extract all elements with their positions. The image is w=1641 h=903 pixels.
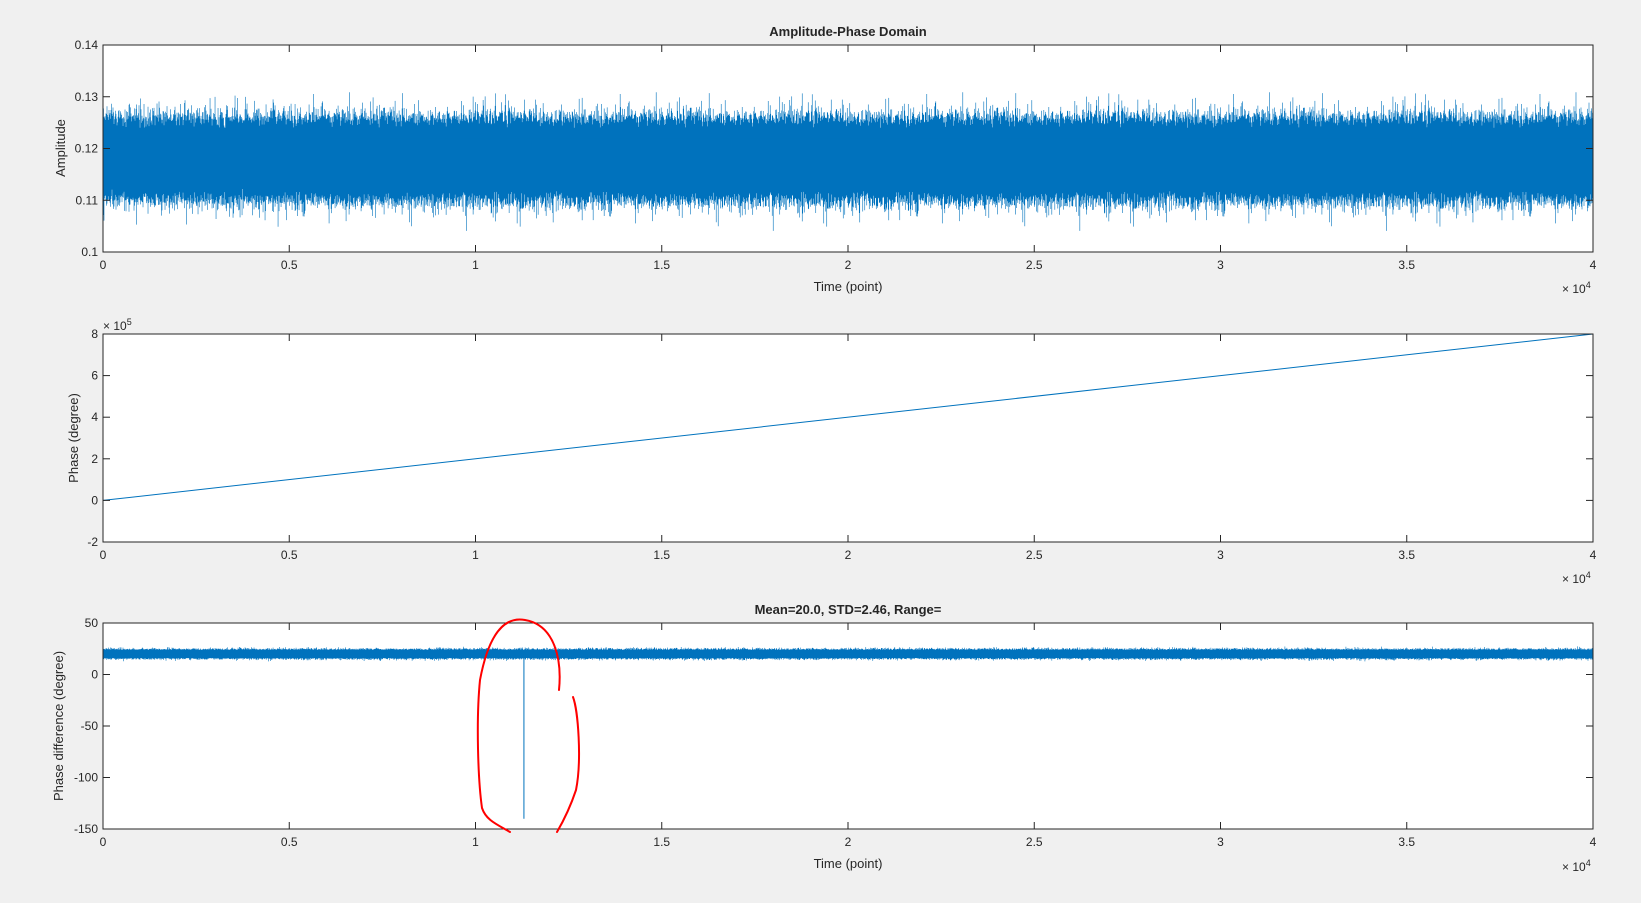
amplitude-y-ticks: 0.1 0.11 0.12 0.13 0.14 <box>75 38 1593 259</box>
y-tick-label: 0 <box>91 668 98 682</box>
amplitude-core-band <box>103 138 1593 185</box>
phase-difference-x-exponent: × 104 <box>1562 858 1591 874</box>
x-tick-label: 0.5 <box>281 548 298 562</box>
x-tick-label: 0 <box>100 258 107 272</box>
phase-difference-x-axis-label: Time (point) <box>814 856 883 871</box>
phase-y-exponent: × 105 <box>103 317 132 333</box>
x-tick-label: 0 <box>100 548 107 562</box>
x-tick-label: 1 <box>472 258 479 272</box>
amplitude-subplot[interactable]: 0 0.5 1 1.5 2 2.5 3 3.5 4 0.1 0.11 0.12 0.13 0.14 Am… <box>53 24 1597 296</box>
y-tick-label: 0.11 <box>76 193 99 207</box>
amplitude-x-ticks: 0 0.5 1 1.5 2 2.5 3 3.5 4 <box>100 45 1597 272</box>
phase-difference-title: Mean=20.0, STD=2.46, Range= <box>755 602 942 617</box>
x-tick-label: 2.5 <box>1026 258 1043 272</box>
x-tick-label: 0.5 <box>281 258 298 272</box>
phase-series <box>102 333 1594 501</box>
x-tick-label: 2 <box>845 835 852 849</box>
y-tick-label: -50 <box>81 719 99 733</box>
amplitude-x-exponent: × 104 <box>1562 280 1591 296</box>
x-tick-label: 2.5 <box>1026 548 1043 562</box>
y-tick-label: 0.12 <box>75 142 99 156</box>
phase-difference-subplot[interactable]: 0 0.5 1 1.5 2 2.5 3 3.5 4 -150 -100 -50 0 50 Mean=20… <box>51 602 1597 874</box>
y-tick-label: 8 <box>91 327 98 341</box>
y-tick-label: 0.13 <box>75 90 99 104</box>
amplitude-x-axis-label: Time (point) <box>814 279 883 294</box>
phase-x-ticks: 0 0.5 1 1.5 2 2.5 3 3.5 4 <box>100 334 1597 562</box>
x-tick-label: 3 <box>1217 548 1224 562</box>
x-tick-label: 0 <box>100 835 107 849</box>
phase-plot-area <box>103 334 1593 542</box>
phase-difference-y-axis-label: Phase difference (degree) <box>51 651 66 801</box>
y-tick-label: 0.14 <box>75 38 99 52</box>
phase-x-exponent: × 104 <box>1562 570 1591 586</box>
x-tick-label: 2.5 <box>1026 835 1043 849</box>
x-tick-label: 1.5 <box>653 258 670 272</box>
x-tick-label: 3.5 <box>1398 548 1415 562</box>
phase-difference-y-ticks: -150 -100 -50 0 50 <box>74 616 1593 836</box>
x-tick-label: 1.5 <box>653 548 670 562</box>
y-tick-label: 2 <box>91 452 98 466</box>
y-tick-label: 0 <box>91 493 98 507</box>
y-tick-label: 4 <box>91 410 98 424</box>
x-tick-label: 2 <box>845 548 852 562</box>
y-tick-label: -150 <box>74 822 98 836</box>
phase-difference-x-ticks: 0 0.5 1 1.5 2 2.5 3 3.5 4 <box>100 623 1597 849</box>
y-tick-label: -100 <box>74 771 98 785</box>
x-tick-label: 4 <box>1590 548 1597 562</box>
x-tick-label: 1 <box>472 835 479 849</box>
y-tick-label: -2 <box>87 535 98 549</box>
phase-y-ticks: -2 0 2 4 6 8 <box>87 327 1593 549</box>
hand-drawn-annotation-circle <box>476 618 580 833</box>
x-tick-label: 3 <box>1217 258 1224 272</box>
y-tick-label: 0.1 <box>81 245 98 259</box>
amplitude-title: Amplitude-Phase Domain <box>769 24 927 39</box>
x-tick-label: 3 <box>1217 835 1224 849</box>
amplitude-y-axis-label: Amplitude <box>53 119 68 177</box>
x-tick-label: 4 <box>1590 835 1597 849</box>
x-tick-label: 1.5 <box>653 835 670 849</box>
x-tick-label: 0.5 <box>281 835 298 849</box>
phase-line <box>102 333 1594 501</box>
x-tick-label: 1 <box>472 548 479 562</box>
y-tick-label: 50 <box>85 616 99 630</box>
x-tick-label: 2 <box>845 258 852 272</box>
x-tick-label: 4 <box>1590 258 1597 272</box>
y-tick-label: 6 <box>91 369 98 383</box>
amplitude-series <box>102 92 1594 231</box>
x-tick-label: 3.5 <box>1398 258 1415 272</box>
x-tick-label: 3.5 <box>1398 835 1415 849</box>
phase-y-axis-label: Phase (degree) <box>66 393 81 483</box>
